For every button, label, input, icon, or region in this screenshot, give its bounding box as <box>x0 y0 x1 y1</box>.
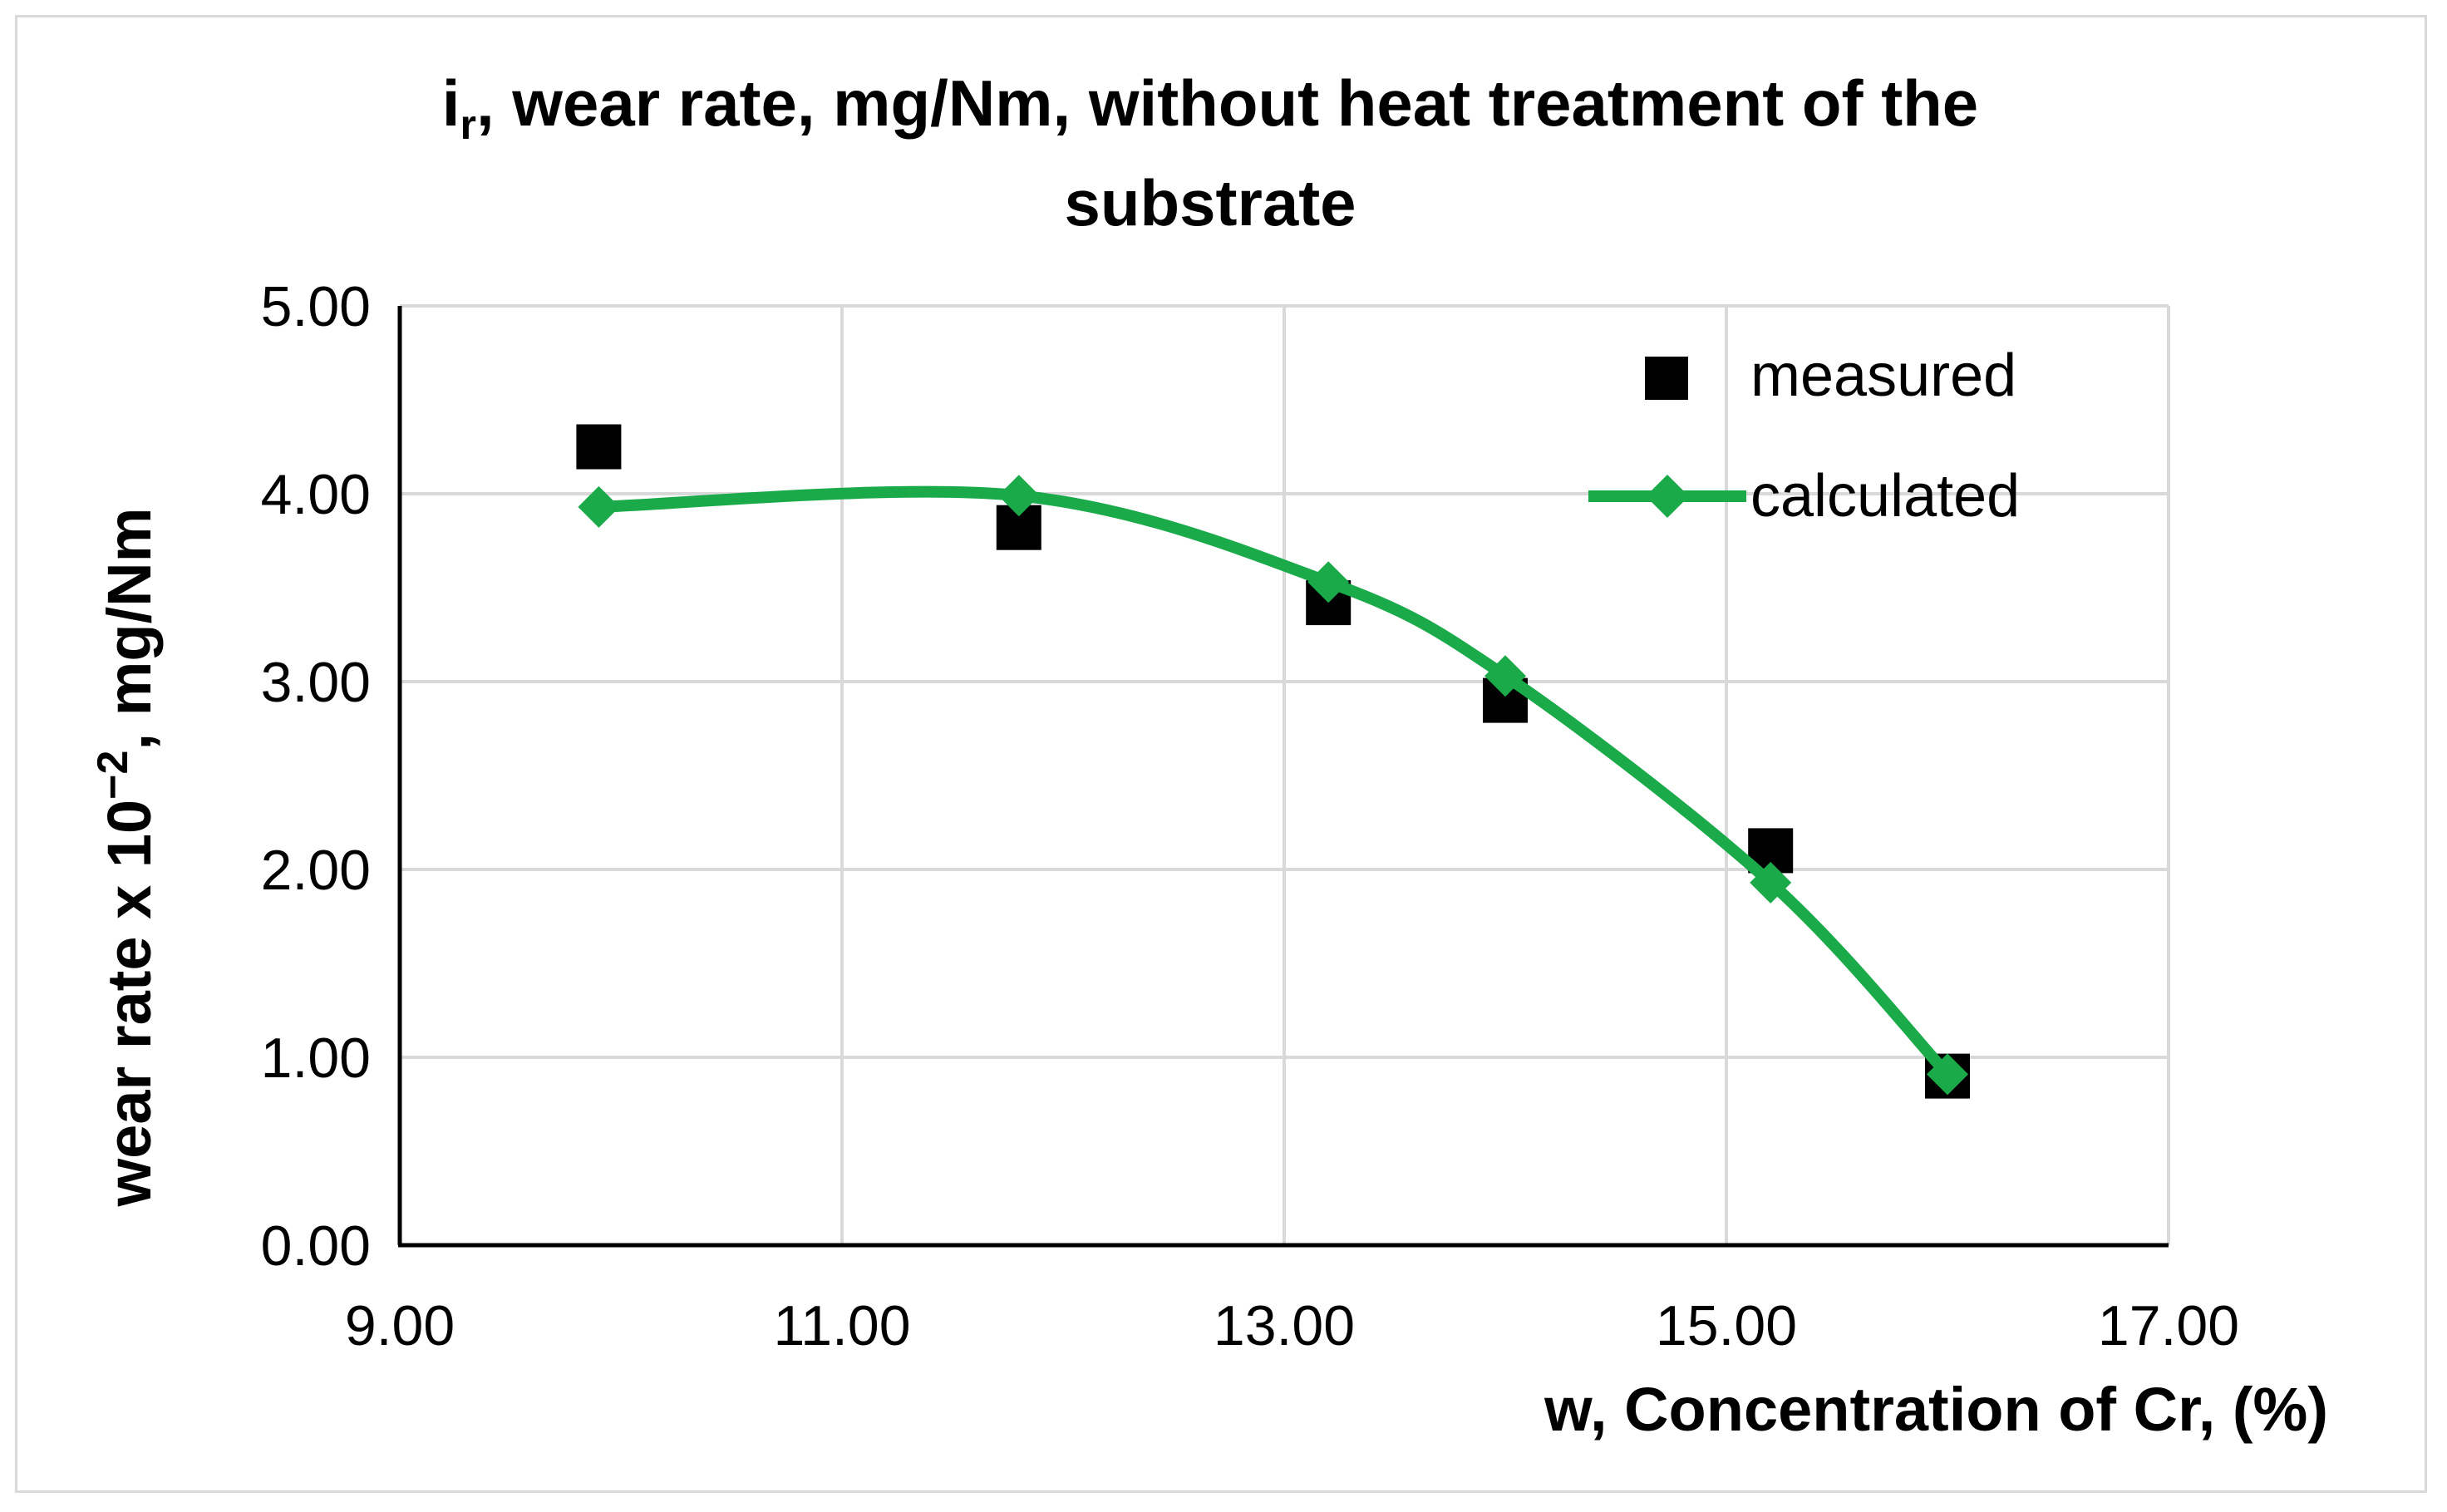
y-tick-label: 4.00 <box>261 463 371 526</box>
y-tick-label: 3.00 <box>261 651 371 714</box>
x-tick-label: 9.00 <box>345 1294 455 1357</box>
x-tick-label: 13.00 <box>1214 1294 1355 1357</box>
legend-marker-calculated <box>1646 475 1689 518</box>
chart-frame: ir, wear rate, mg/Nm, without heat treat… <box>15 15 2427 1493</box>
legend-label-calculated: calculated <box>1750 463 2020 529</box>
x-tick-label: 11.00 <box>773 1294 910 1357</box>
chart-title-line1: ir, wear rate, mg/Nm, without heat treat… <box>442 66 1978 148</box>
series <box>576 424 1970 1099</box>
calculated-point <box>1927 1053 1968 1096</box>
measured-point <box>576 424 622 470</box>
calculated-point <box>997 475 1040 517</box>
grid <box>400 304 2170 1245</box>
y-axis-label: wear rate x 10−2, mg/Nm <box>89 508 164 1208</box>
legend-label-measured: measured <box>1750 342 2016 409</box>
calculated-point <box>1484 655 1526 697</box>
tick-labels: 0.00 1.00 2.00 3.00 4.00 5.00 9.00 11.00 13.00 15… <box>261 275 2239 1357</box>
x-tick-label: 15.00 <box>1656 1294 1797 1357</box>
y-tick-label: 5.00 <box>261 275 371 338</box>
calculated-point <box>578 485 620 528</box>
axes <box>397 306 2169 1248</box>
legend-marker-measured <box>1645 357 1688 400</box>
legend: measured calculated <box>1588 342 2020 529</box>
x-axis-label: w, Concentration of Cr, (%) <box>1544 1375 2328 1444</box>
y-tick-label: 2.00 <box>261 839 371 902</box>
chart-svg: ir, wear rate, mg/Nm, without heat treat… <box>89 66 2328 1444</box>
calculated-point <box>1307 561 1350 603</box>
y-tick-label: 1.00 <box>261 1027 371 1090</box>
calculated-line <box>593 485 1953 1081</box>
x-tick-label: 17.00 <box>2098 1294 2239 1357</box>
calculated-point <box>1750 861 1792 904</box>
chart-title-line2: substrate <box>1064 166 1356 239</box>
y-tick-label: 0.00 <box>261 1214 371 1278</box>
